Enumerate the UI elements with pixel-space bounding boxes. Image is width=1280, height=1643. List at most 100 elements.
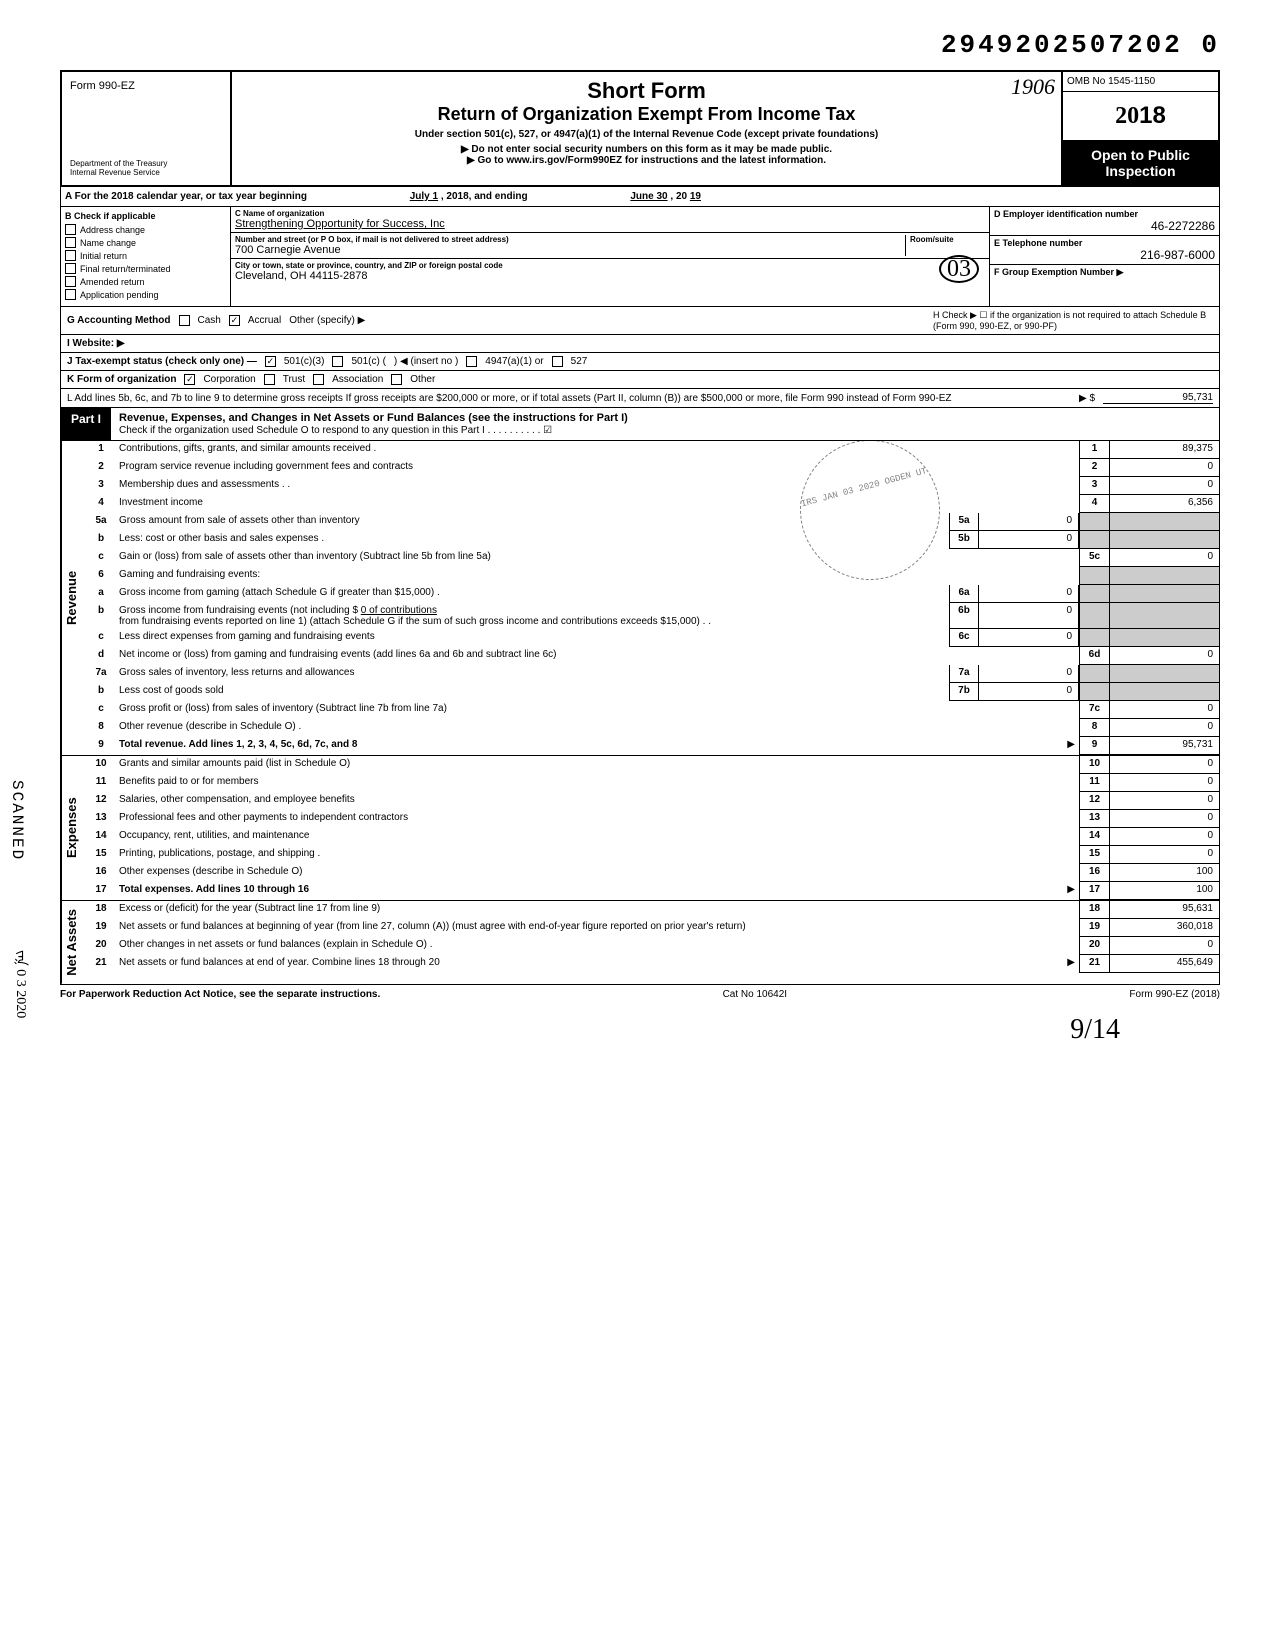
line10-desc: Grants and similar amounts paid (list in… — [115, 756, 1079, 774]
line4-num: 4 — [87, 495, 115, 513]
chk-corp[interactable]: ✓ — [184, 374, 195, 385]
part1-tab: Part I — [61, 408, 111, 440]
line11-num: 11 — [87, 774, 115, 792]
line5b-rn-shade — [1079, 531, 1109, 549]
chk-accrual[interactable]: ✓ — [229, 315, 240, 326]
line7b-mn: 7b — [949, 683, 979, 701]
subtitle: Under section 501(c), 527, or 4947(a)(1)… — [238, 129, 1055, 140]
line18-rv: 95,631 — [1109, 901, 1219, 919]
line6-num: 6 — [87, 567, 115, 585]
stamp-date: ᠵᡴ 0 3 2020 — [8, 950, 32, 1018]
part1-check-line: Check if the organization used Schedule … — [119, 425, 552, 436]
c-addr: 700 Carnegie Avenue — [235, 244, 905, 256]
line16-num: 16 — [87, 864, 115, 882]
j-501c3: 501(c)(3) — [284, 356, 325, 367]
line6d-num: d — [87, 647, 115, 665]
line10-rv: 0 — [1109, 756, 1219, 774]
handwritten-1906: 1906 — [1011, 74, 1055, 100]
line19-rv: 360,018 — [1109, 919, 1219, 937]
line7b-num: b — [87, 683, 115, 701]
part1-title: Revenue, Expenses, and Changes in Net As… — [111, 408, 1219, 440]
chk-application-pending[interactable]: Application pending — [65, 289, 226, 300]
signature-bottom: 9/14 — [60, 1014, 1220, 1046]
chk-501c[interactable] — [332, 356, 343, 367]
chk-address-change[interactable]: Address change — [65, 224, 226, 235]
col-c-org-info: C Name of organization Strengthening Opp… — [231, 207, 989, 306]
line17-rv: 100 — [1109, 882, 1219, 900]
line8-num: 8 — [87, 719, 115, 737]
line6c-rn-shade — [1079, 629, 1109, 647]
line17-desc: Total expenses. Add lines 10 through 16 — [119, 884, 309, 895]
line7a-rn-shade — [1079, 665, 1109, 683]
line19-desc: Net assets or fund balances at beginning… — [115, 919, 1079, 937]
i-label: I Website: ▶ — [67, 338, 125, 349]
line18-rn: 18 — [1079, 901, 1109, 919]
line5a-mn: 5a — [949, 513, 979, 531]
chk-trust[interactable] — [264, 374, 275, 385]
line21-arrow: ▶ — [1067, 957, 1075, 968]
chk-label-4: Amended return — [80, 277, 145, 287]
line6b-mn: 6b — [949, 603, 979, 629]
chk-4947[interactable] — [466, 356, 477, 367]
line6b-num: b — [87, 603, 115, 629]
line12-desc: Salaries, other compensation, and employ… — [115, 792, 1079, 810]
title-short-form: Short Form — [238, 78, 1055, 104]
line15-rv: 0 — [1109, 846, 1219, 864]
side-label-revenue: Revenue — [61, 441, 87, 755]
line6-rn-shade — [1079, 567, 1109, 585]
chk-initial-return[interactable]: Initial return — [65, 250, 226, 261]
chk-cash[interactable] — [179, 315, 190, 326]
line5b-mv: 0 — [979, 531, 1079, 549]
line20-rv: 0 — [1109, 937, 1219, 955]
line2-rn: 2 — [1079, 459, 1109, 477]
j-label: J Tax-exempt status (check only one) — — [67, 356, 257, 367]
chk-name-change[interactable]: Name change — [65, 237, 226, 248]
chk-501c3[interactable]: ✓ — [265, 356, 276, 367]
line6-desc: Gaming and fundraising events: — [115, 567, 1079, 585]
line5b-rv-shade — [1109, 531, 1219, 549]
line20-rn: 20 — [1079, 937, 1109, 955]
line6a-num: a — [87, 585, 115, 603]
line8-rn: 8 — [1079, 719, 1109, 737]
chk-527[interactable] — [552, 356, 563, 367]
line5b-mn: 5b — [949, 531, 979, 549]
c-name-label: C Name of organization — [235, 209, 985, 218]
chk-final-return[interactable]: Final return/terminated — [65, 263, 226, 274]
dept-treasury: Department of the Treasury — [70, 159, 222, 168]
line15-rn: 15 — [1079, 846, 1109, 864]
chk-amended-return[interactable]: Amended return — [65, 276, 226, 287]
col-b-checkboxes: B Check if applicable Address change Nam… — [61, 207, 231, 306]
line6b-rv-shade — [1109, 603, 1219, 629]
d-ein-label: D Employer identification number — [994, 209, 1215, 219]
e-phone-value: 216-987-6000 — [994, 248, 1215, 262]
misc-rows: G Accounting Method Cash ✓Accrual Other … — [60, 307, 1220, 408]
line16-rv: 100 — [1109, 864, 1219, 882]
line21-num: 21 — [87, 955, 115, 973]
line6b-d3: from fundraising events reported on line… — [119, 616, 711, 627]
title-return: Return of Organization Exempt From Incom… — [238, 104, 1055, 125]
line10-num: 10 — [87, 756, 115, 774]
line6d-desc: Net income or (loss) from gaming and fun… — [115, 647, 1079, 665]
e-phone-label: E Telephone number — [994, 238, 1215, 248]
line6a-desc: Gross income from gaming (attach Schedul… — [115, 585, 949, 603]
row-j-tax-status: J Tax-exempt status (check only one) — ✓… — [61, 353, 1219, 371]
line19-rn: 19 — [1079, 919, 1109, 937]
line6b-rn-shade — [1079, 603, 1109, 629]
chk-assoc[interactable] — [313, 374, 324, 385]
line6a-rv-shade — [1109, 585, 1219, 603]
k-label: K Form of organization — [67, 374, 176, 385]
line7b-rn-shade — [1079, 683, 1109, 701]
expenses-section: Expenses 10Grants and similar amounts pa… — [60, 756, 1220, 901]
c-room-label: Room/suite — [910, 235, 985, 244]
chk-other-org[interactable] — [391, 374, 402, 385]
line17-arrow: ▶ — [1067, 884, 1075, 895]
line8-rv: 0 — [1109, 719, 1219, 737]
line12-rn: 12 — [1079, 792, 1109, 810]
row-a-label: A For the 2018 calendar year, or tax yea… — [65, 191, 307, 202]
c-org-name: Strengthening Opportunity for Success, I… — [235, 218, 985, 230]
line6b-d1: Gross income from fundraising events (no… — [119, 605, 358, 616]
line7a-num: 7a — [87, 665, 115, 683]
k-corp: Corporation — [203, 374, 255, 385]
line17-rn: 17 — [1079, 882, 1109, 900]
k-other: Other — [410, 374, 435, 385]
